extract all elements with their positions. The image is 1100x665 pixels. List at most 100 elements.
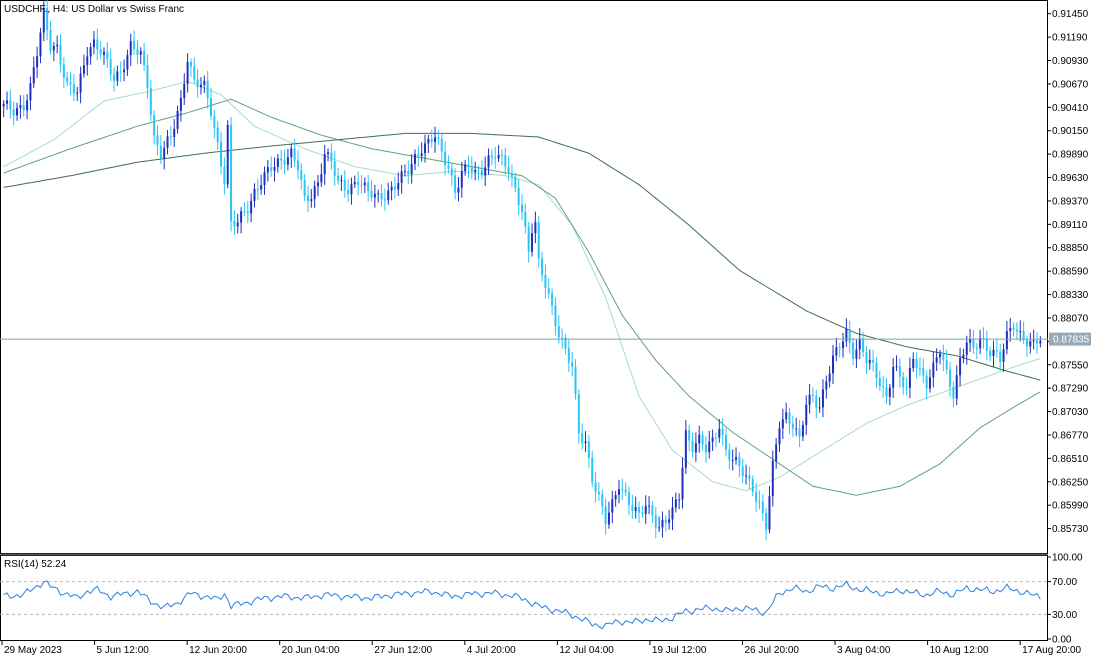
candle-body	[855, 349, 858, 359]
time-tick-label: 19 Jul 12:00	[652, 645, 707, 656]
candle-body	[173, 128, 176, 138]
candle	[945, 349, 948, 375]
candle	[79, 66, 82, 104]
candle	[173, 119, 176, 147]
candle-body	[327, 152, 330, 155]
rsi-pane-frame	[0, 555, 1048, 641]
candle	[828, 366, 831, 388]
current-price-badge	[1049, 332, 1091, 346]
candle	[260, 174, 263, 195]
candle	[1002, 343, 1005, 372]
candle	[210, 87, 213, 120]
candle-body	[49, 29, 52, 51]
candle	[694, 432, 697, 462]
candle-body	[801, 424, 804, 437]
candle	[480, 160, 483, 180]
candle	[32, 56, 35, 89]
candle	[216, 120, 219, 150]
candle-body	[925, 375, 928, 389]
candle-body	[962, 354, 965, 359]
price-tick-label: 0.86250	[1052, 477, 1089, 488]
candle-body	[454, 175, 457, 193]
candle	[199, 77, 202, 95]
candle	[46, 0, 49, 41]
ma-medium-line	[3, 98, 1041, 496]
candle-body	[106, 51, 109, 60]
candle-body	[835, 347, 838, 356]
candle-body	[531, 233, 534, 252]
candle	[1009, 317, 1012, 342]
candle	[755, 482, 758, 512]
candle	[581, 423, 584, 450]
candle-body	[510, 173, 513, 177]
candle	[487, 148, 490, 176]
candle	[467, 155, 470, 179]
time-tick-label: 27 Jun 12:00	[374, 645, 432, 656]
candle-body	[39, 32, 42, 57]
candle	[531, 223, 534, 257]
candle	[775, 438, 778, 469]
candle-body	[477, 169, 480, 171]
candle	[728, 443, 731, 470]
candle-body	[607, 512, 610, 525]
candle	[206, 70, 209, 109]
time-tick-label: 20 Jun 04:00	[282, 645, 340, 656]
candle	[240, 207, 243, 234]
candle-body	[156, 135, 159, 146]
candle	[574, 359, 577, 400]
candle	[765, 507, 768, 541]
candle	[808, 383, 811, 414]
candle	[577, 388, 580, 445]
candle	[337, 167, 340, 185]
candle	[220, 131, 223, 175]
current-price-label: 0.87835	[1053, 335, 1090, 346]
ma-slow-line	[3, 132, 1041, 381]
candle-body	[701, 434, 704, 445]
candle	[815, 390, 818, 419]
candle	[474, 161, 477, 181]
candle	[179, 90, 182, 122]
candle-body	[467, 164, 470, 168]
candle	[123, 59, 126, 82]
candle-body	[738, 457, 741, 467]
candle-body	[688, 430, 691, 441]
candle	[300, 163, 303, 190]
candle-body	[99, 49, 102, 55]
candle-body	[624, 489, 627, 493]
candle-body	[260, 185, 263, 190]
candle-body	[989, 350, 992, 356]
candle-body	[1005, 331, 1008, 350]
candle-body	[952, 386, 955, 399]
candle	[638, 501, 641, 524]
candle-body	[79, 73, 82, 93]
candle	[340, 175, 343, 191]
candle-body	[928, 377, 931, 389]
candle	[651, 501, 654, 523]
candle	[347, 179, 350, 203]
candle	[36, 46, 39, 78]
candle-body	[507, 166, 510, 174]
candle-body	[437, 137, 440, 140]
price-tick-label: 0.87550	[1052, 360, 1089, 371]
candle	[895, 355, 898, 372]
candle-body	[644, 505, 647, 514]
candle	[721, 418, 724, 446]
candle	[29, 76, 32, 111]
candle	[972, 329, 975, 354]
candle	[534, 211, 537, 244]
candle	[109, 48, 112, 82]
candle	[49, 21, 52, 55]
candle-body	[721, 428, 724, 435]
candle	[845, 318, 848, 347]
price-tick-label: 0.87030	[1052, 407, 1089, 418]
candle-body	[1039, 340, 1042, 344]
candle	[427, 134, 430, 153]
candle	[256, 178, 259, 201]
candle	[949, 361, 952, 397]
candle	[714, 432, 717, 448]
candle-body	[828, 373, 831, 382]
candle	[758, 490, 761, 510]
candle	[875, 357, 878, 389]
